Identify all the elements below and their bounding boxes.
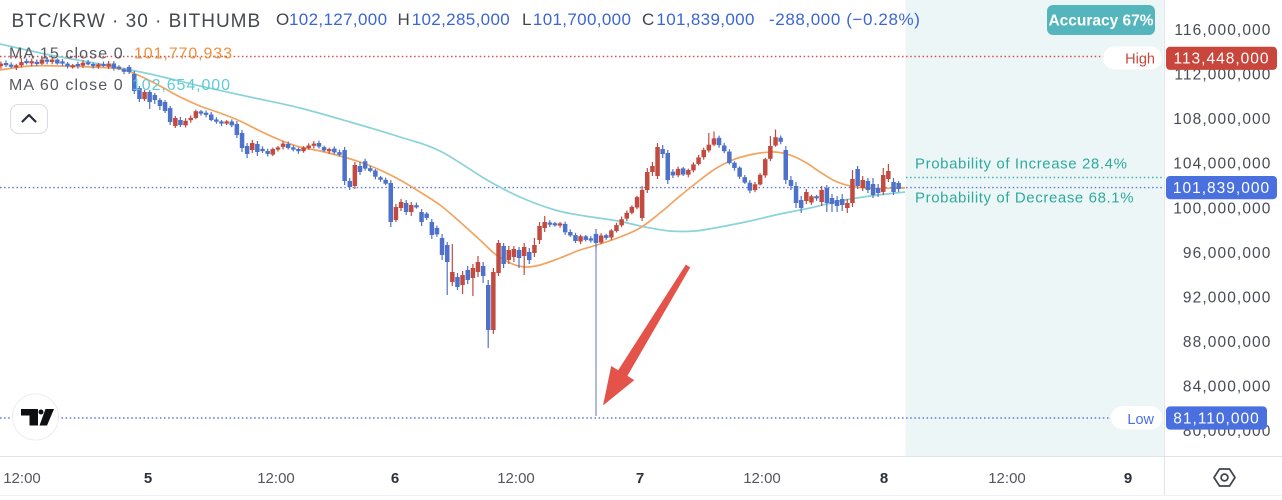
svg-text:C: C	[642, 10, 654, 29]
svg-text:-288,000 (−0.28%): -288,000 (−0.28%)	[769, 10, 921, 29]
svg-text:101,839,000: 101,839,000	[1173, 180, 1270, 197]
svg-text:102,285,000: 102,285,000	[412, 10, 510, 29]
svg-text:112,000,000: 112,000,000	[1174, 67, 1271, 84]
svg-text:12:00: 12:00	[988, 470, 1026, 487]
svg-text:101,839,000: 101,839,000	[656, 10, 754, 29]
svg-text:12:00: 12:00	[3, 470, 41, 487]
svg-text:O: O	[276, 10, 289, 29]
svg-text:Probability of Decrease 68.1%: Probability of Decrease 68.1%	[915, 189, 1134, 206]
svg-text:81,110,000: 81,110,000	[1173, 410, 1259, 427]
svg-text:113,448,000: 113,448,000	[1173, 51, 1269, 68]
svg-text:H: H	[398, 10, 410, 29]
svg-text:108,000,000: 108,000,000	[1173, 111, 1271, 128]
svg-text:Probability of Increase 28.4%: Probability of Increase 28.4%	[915, 155, 1128, 172]
svg-text:116,000,000: 116,000,000	[1174, 22, 1271, 39]
svg-text:96,000,000: 96,000,000	[1183, 245, 1272, 262]
svg-text:BTC/KRW · 30 · BITHUMB: BTC/KRW · 30 · BITHUMB	[12, 11, 262, 32]
svg-text:101,700,000: 101,700,000	[533, 10, 631, 29]
svg-text:8: 8	[880, 470, 888, 487]
svg-text:6: 6	[391, 470, 399, 487]
svg-text:102,127,000: 102,127,000	[289, 10, 387, 29]
svg-text:88,000,000: 88,000,000	[1183, 334, 1272, 351]
svg-text:MA 15 close 0: MA 15 close 0	[9, 46, 124, 63]
svg-text:12:00: 12:00	[257, 470, 295, 487]
svg-text:101,770,933: 101,770,933	[134, 46, 233, 63]
svg-text:9: 9	[1124, 470, 1132, 487]
svg-text:100,000,000: 100,000,000	[1173, 200, 1271, 217]
svg-text:7: 7	[636, 470, 644, 487]
svg-text:92,000,000: 92,000,000	[1183, 289, 1272, 306]
svg-text:High: High	[1125, 51, 1155, 67]
svg-text:MA 60 close 0: MA 60 close 0	[9, 77, 124, 94]
svg-text:12:00: 12:00	[743, 470, 781, 487]
svg-text:104,000,000: 104,000,000	[1173, 156, 1271, 173]
svg-text:12:00: 12:00	[497, 470, 535, 487]
svg-text:5: 5	[144, 470, 152, 487]
svg-text:L: L	[522, 10, 531, 29]
svg-text:84,000,000: 84,000,000	[1183, 379, 1272, 396]
svg-text:Accuracy 67%: Accuracy 67%	[1048, 13, 1153, 30]
svg-text:Low: Low	[1127, 412, 1154, 428]
svg-text:102,654,000: 102,654,000	[132, 77, 231, 94]
